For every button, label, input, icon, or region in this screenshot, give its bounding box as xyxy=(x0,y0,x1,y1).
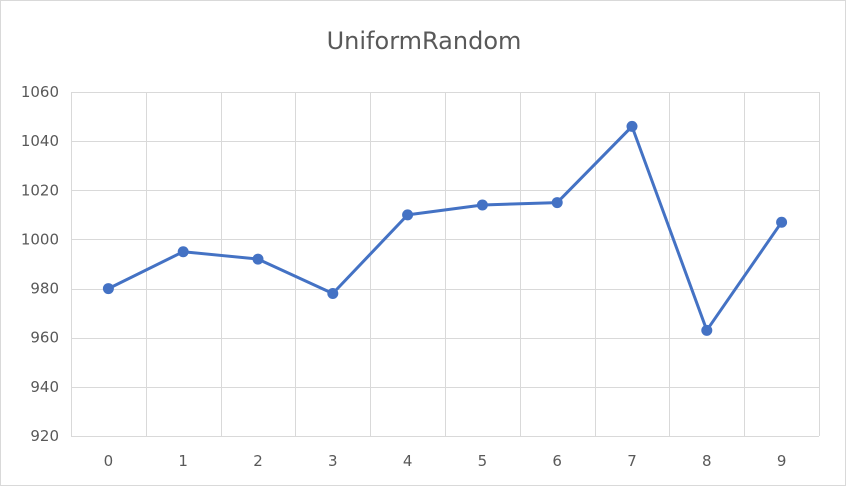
x-tick-label: 0 xyxy=(104,452,114,470)
x-tick-label: 5 xyxy=(478,452,488,470)
x-axis-ticks: 0 1 2 3 4 5 6 7 8 9 xyxy=(104,452,787,470)
data-point xyxy=(177,246,189,258)
x-tick-label: 6 xyxy=(552,452,562,470)
x-tick-label: 9 xyxy=(777,452,787,470)
x-tick-label: 7 xyxy=(627,452,637,470)
data-point xyxy=(626,120,638,132)
data-point xyxy=(551,197,563,209)
y-tick-label: 1060 xyxy=(21,83,59,101)
data-point xyxy=(701,324,713,336)
x-tick-label: 2 xyxy=(253,452,263,470)
series-layer xyxy=(102,120,788,336)
chart-title: UniformRandom xyxy=(326,27,522,55)
x-tick-label: 1 xyxy=(178,452,188,470)
y-tick-label: 1020 xyxy=(21,181,59,199)
gridlines xyxy=(71,92,820,437)
data-point xyxy=(476,199,488,211)
y-tick-label: 940 xyxy=(30,378,59,396)
y-axis-ticks: 920 940 960 980 1000 1020 1040 1060 xyxy=(21,83,59,445)
x-tick-label: 4 xyxy=(403,452,413,470)
data-point xyxy=(252,253,264,265)
data-point xyxy=(102,283,114,295)
data-point xyxy=(402,209,414,221)
y-tick-label: 1000 xyxy=(21,230,59,248)
data-point xyxy=(327,287,339,299)
y-tick-label: 1040 xyxy=(21,132,59,150)
series-line xyxy=(106,124,784,332)
y-tick-label: 920 xyxy=(30,427,59,445)
y-tick-label: 980 xyxy=(30,280,59,298)
y-tick-label: 960 xyxy=(30,329,59,347)
data-point xyxy=(776,216,788,228)
x-tick-label: 3 xyxy=(328,452,338,470)
x-tick-label: 8 xyxy=(702,452,712,470)
